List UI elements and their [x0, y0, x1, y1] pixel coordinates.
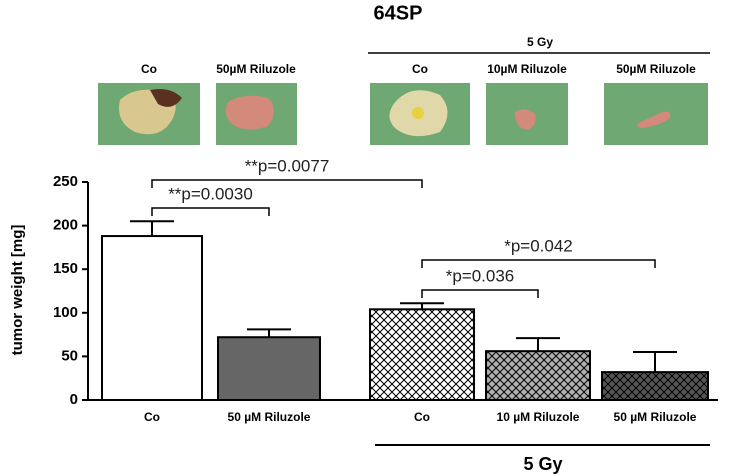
significance-label: **p=0.0030	[168, 184, 253, 203]
photo-group-label: 5 Gy	[527, 35, 553, 49]
y-tick-label: 50	[61, 347, 78, 364]
tumor-core	[412, 107, 424, 119]
x-tick-label: 10 µM Riluzole	[497, 410, 580, 424]
y-tick-label: 200	[53, 217, 78, 234]
tumor	[150, 89, 182, 107]
bar	[217, 336, 321, 402]
y-tick-label: 250	[53, 173, 78, 190]
significance-label: **p=0.0077	[245, 156, 330, 175]
photo-label: Co	[412, 62, 428, 76]
significance-bracket	[151, 207, 270, 216]
bar	[101, 235, 203, 401]
x-tick-label: Co	[144, 410, 160, 424]
photo-label: Co	[141, 62, 157, 76]
tumor	[515, 109, 536, 130]
tumor	[636, 111, 671, 128]
photo	[604, 83, 708, 145]
bar	[601, 371, 709, 402]
x-tick-label: Co	[414, 410, 430, 424]
y-tick-label: 150	[53, 260, 78, 277]
significance-label: *p=0.042	[504, 236, 573, 255]
y-axis-label: tumor weight [mg]	[9, 225, 26, 356]
significance-bracket	[421, 259, 656, 268]
bar	[485, 350, 591, 401]
photos: 5 Gy	[98, 35, 710, 145]
photo-label: 10µM Riluzole	[487, 62, 567, 76]
significance-bracket	[421, 289, 539, 298]
significance-label: *p=0.036	[446, 266, 515, 285]
x-tick-label: 50 µM Riluzole	[614, 410, 697, 424]
group-label: 5 Gy	[523, 454, 562, 474]
chart-title: 64SP	[374, 2, 423, 24]
x-tick-label: 50 µM Riluzole	[228, 410, 311, 424]
photo-label: 50µM Riluzole	[216, 62, 296, 76]
photo-label: 50µM Riluzole	[616, 62, 696, 76]
significance-bracket	[151, 179, 423, 188]
tumor	[225, 95, 274, 130]
bar	[369, 308, 475, 402]
y-tick-label: 0	[70, 391, 78, 408]
y-tick-label: 100	[53, 304, 78, 321]
